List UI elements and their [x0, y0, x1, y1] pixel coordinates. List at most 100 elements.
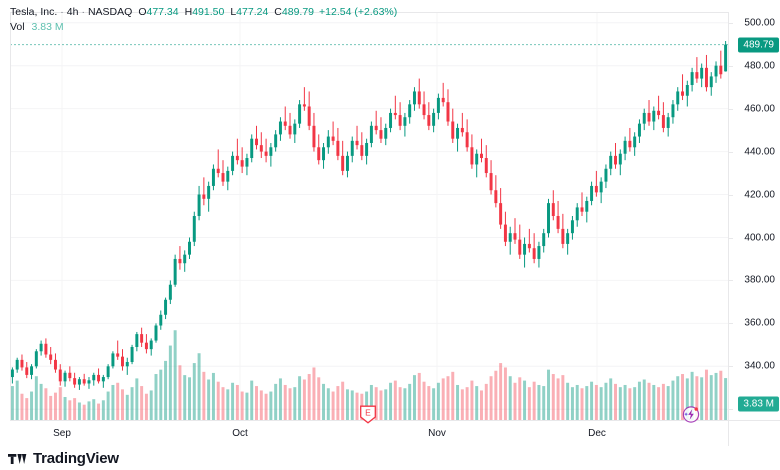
volume-bar: [647, 382, 651, 420]
candle-body: [374, 125, 378, 131]
volume-bar: [417, 372, 421, 420]
candle-body: [49, 354, 53, 360]
volume-bar: [116, 382, 120, 420]
volume-bar: [312, 367, 316, 420]
candle-body: [365, 142, 369, 156]
volume-bar: [207, 379, 211, 420]
volume-bar: [159, 369, 163, 420]
candle-body: [480, 153, 483, 159]
candle-body: [719, 65, 723, 75]
chart-plot-area[interactable]: [10, 12, 728, 420]
volume-bar: [121, 389, 124, 420]
volume-bar: [173, 330, 177, 420]
candle-body: [695, 72, 699, 79]
ai-insight-marker[interactable]: [681, 405, 701, 430]
volume-bar: [274, 383, 278, 420]
volume-bar: [599, 387, 603, 420]
grid-lines: [10, 12, 728, 420]
candle-body: [527, 243, 531, 249]
volume-bar: [700, 377, 704, 420]
candle-body: [489, 173, 493, 191]
volume-bar: [590, 381, 594, 420]
price-tick-mark: [729, 65, 733, 67]
legend-primary-row: Tesla, Inc. · 4h · NASDAQ O477.34 H491.5…: [10, 6, 397, 19]
candle-body: [623, 140, 627, 154]
candle-body: [681, 91, 685, 96]
candle-body: [34, 351, 38, 367]
candle-body: [345, 155, 349, 171]
candle-body: [456, 127, 460, 139]
candle-body: [192, 216, 196, 242]
tradingview-logo[interactable]: TradingView: [8, 450, 119, 467]
volume-bar: [283, 384, 287, 420]
earnings-marker[interactable]: E: [360, 405, 377, 429]
candlestick-svg: [10, 12, 728, 420]
price-tick-mark: [729, 366, 733, 368]
volume-bar: [34, 376, 38, 420]
volume-bar: [322, 383, 326, 420]
candle-body: [216, 168, 220, 174]
candle-body: [221, 173, 225, 182]
candle-body: [288, 125, 292, 135]
candle-body: [63, 372, 67, 382]
candle-body: [293, 123, 297, 135]
candle-body: [111, 353, 115, 367]
candle-body: [408, 104, 412, 118]
volume-bar: [398, 387, 402, 420]
volume-bar: [446, 376, 450, 420]
candle-body: [561, 228, 565, 244]
volume-bar: [484, 383, 488, 420]
volume-bar: [527, 387, 531, 420]
symbol-name[interactable]: Tesla, Inc.: [10, 6, 58, 18]
candle-body: [556, 216, 560, 229]
volume-bar: [403, 388, 407, 420]
volume-bar: [68, 400, 72, 420]
price-axis[interactable]: 500.00 480.00 460.00 440.00 420.00 400.00 380.…: [728, 12, 780, 420]
volume-bar: [681, 374, 685, 420]
candle-body: [211, 168, 215, 186]
candle-body: [547, 203, 550, 234]
candle-body: [30, 366, 34, 375]
volume-badge[interactable]: 3.83 M: [738, 396, 779, 412]
candle-body: [68, 372, 72, 379]
price-tick-mark: [729, 108, 733, 110]
candle-body: [494, 190, 498, 204]
volume-bar: [556, 378, 560, 420]
candle-body: [628, 140, 632, 148]
candle-body: [499, 203, 503, 225]
price-tick-440-00: 440.00: [744, 146, 775, 158]
volume-bar: [436, 382, 440, 420]
candle-body: [637, 123, 641, 137]
price-tick-480-00: 480.00: [744, 60, 775, 72]
time-axis[interactable]: Sep Oct Nov Dec: [10, 420, 780, 447]
volume-bar: [671, 380, 675, 420]
volume-bar: [422, 381, 426, 420]
interval-label[interactable]: 4h: [66, 6, 79, 18]
volume-bar: [719, 370, 723, 420]
candle-body: [97, 374, 101, 382]
candle-body: [446, 102, 450, 122]
candle-body: [77, 379, 81, 385]
price-tick-mark: [729, 22, 733, 24]
volume-bar: [451, 371, 455, 420]
volume-bar: [264, 393, 268, 420]
ai-sparkle-icon: [682, 406, 700, 423]
candle-body: [168, 284, 172, 300]
candle-body: [570, 220, 574, 234]
candle-body: [20, 359, 24, 368]
volume-bar: [317, 377, 321, 420]
candle-body: [183, 254, 187, 264]
candle-body: [590, 185, 594, 201]
volume-bar: [542, 386, 546, 420]
volume-bar: [331, 391, 335, 420]
volume-bar: [609, 378, 613, 420]
volume-bar: [140, 386, 144, 420]
volume-bar: [82, 404, 86, 420]
volume-bar: [345, 389, 349, 420]
candle-body: [140, 334, 144, 343]
candle-body: [355, 140, 359, 146]
candle-body: [331, 136, 335, 141]
candle-body: [154, 325, 158, 341]
last-price-badge[interactable]: 489.79: [738, 37, 779, 53]
volume-bar: [202, 371, 206, 420]
